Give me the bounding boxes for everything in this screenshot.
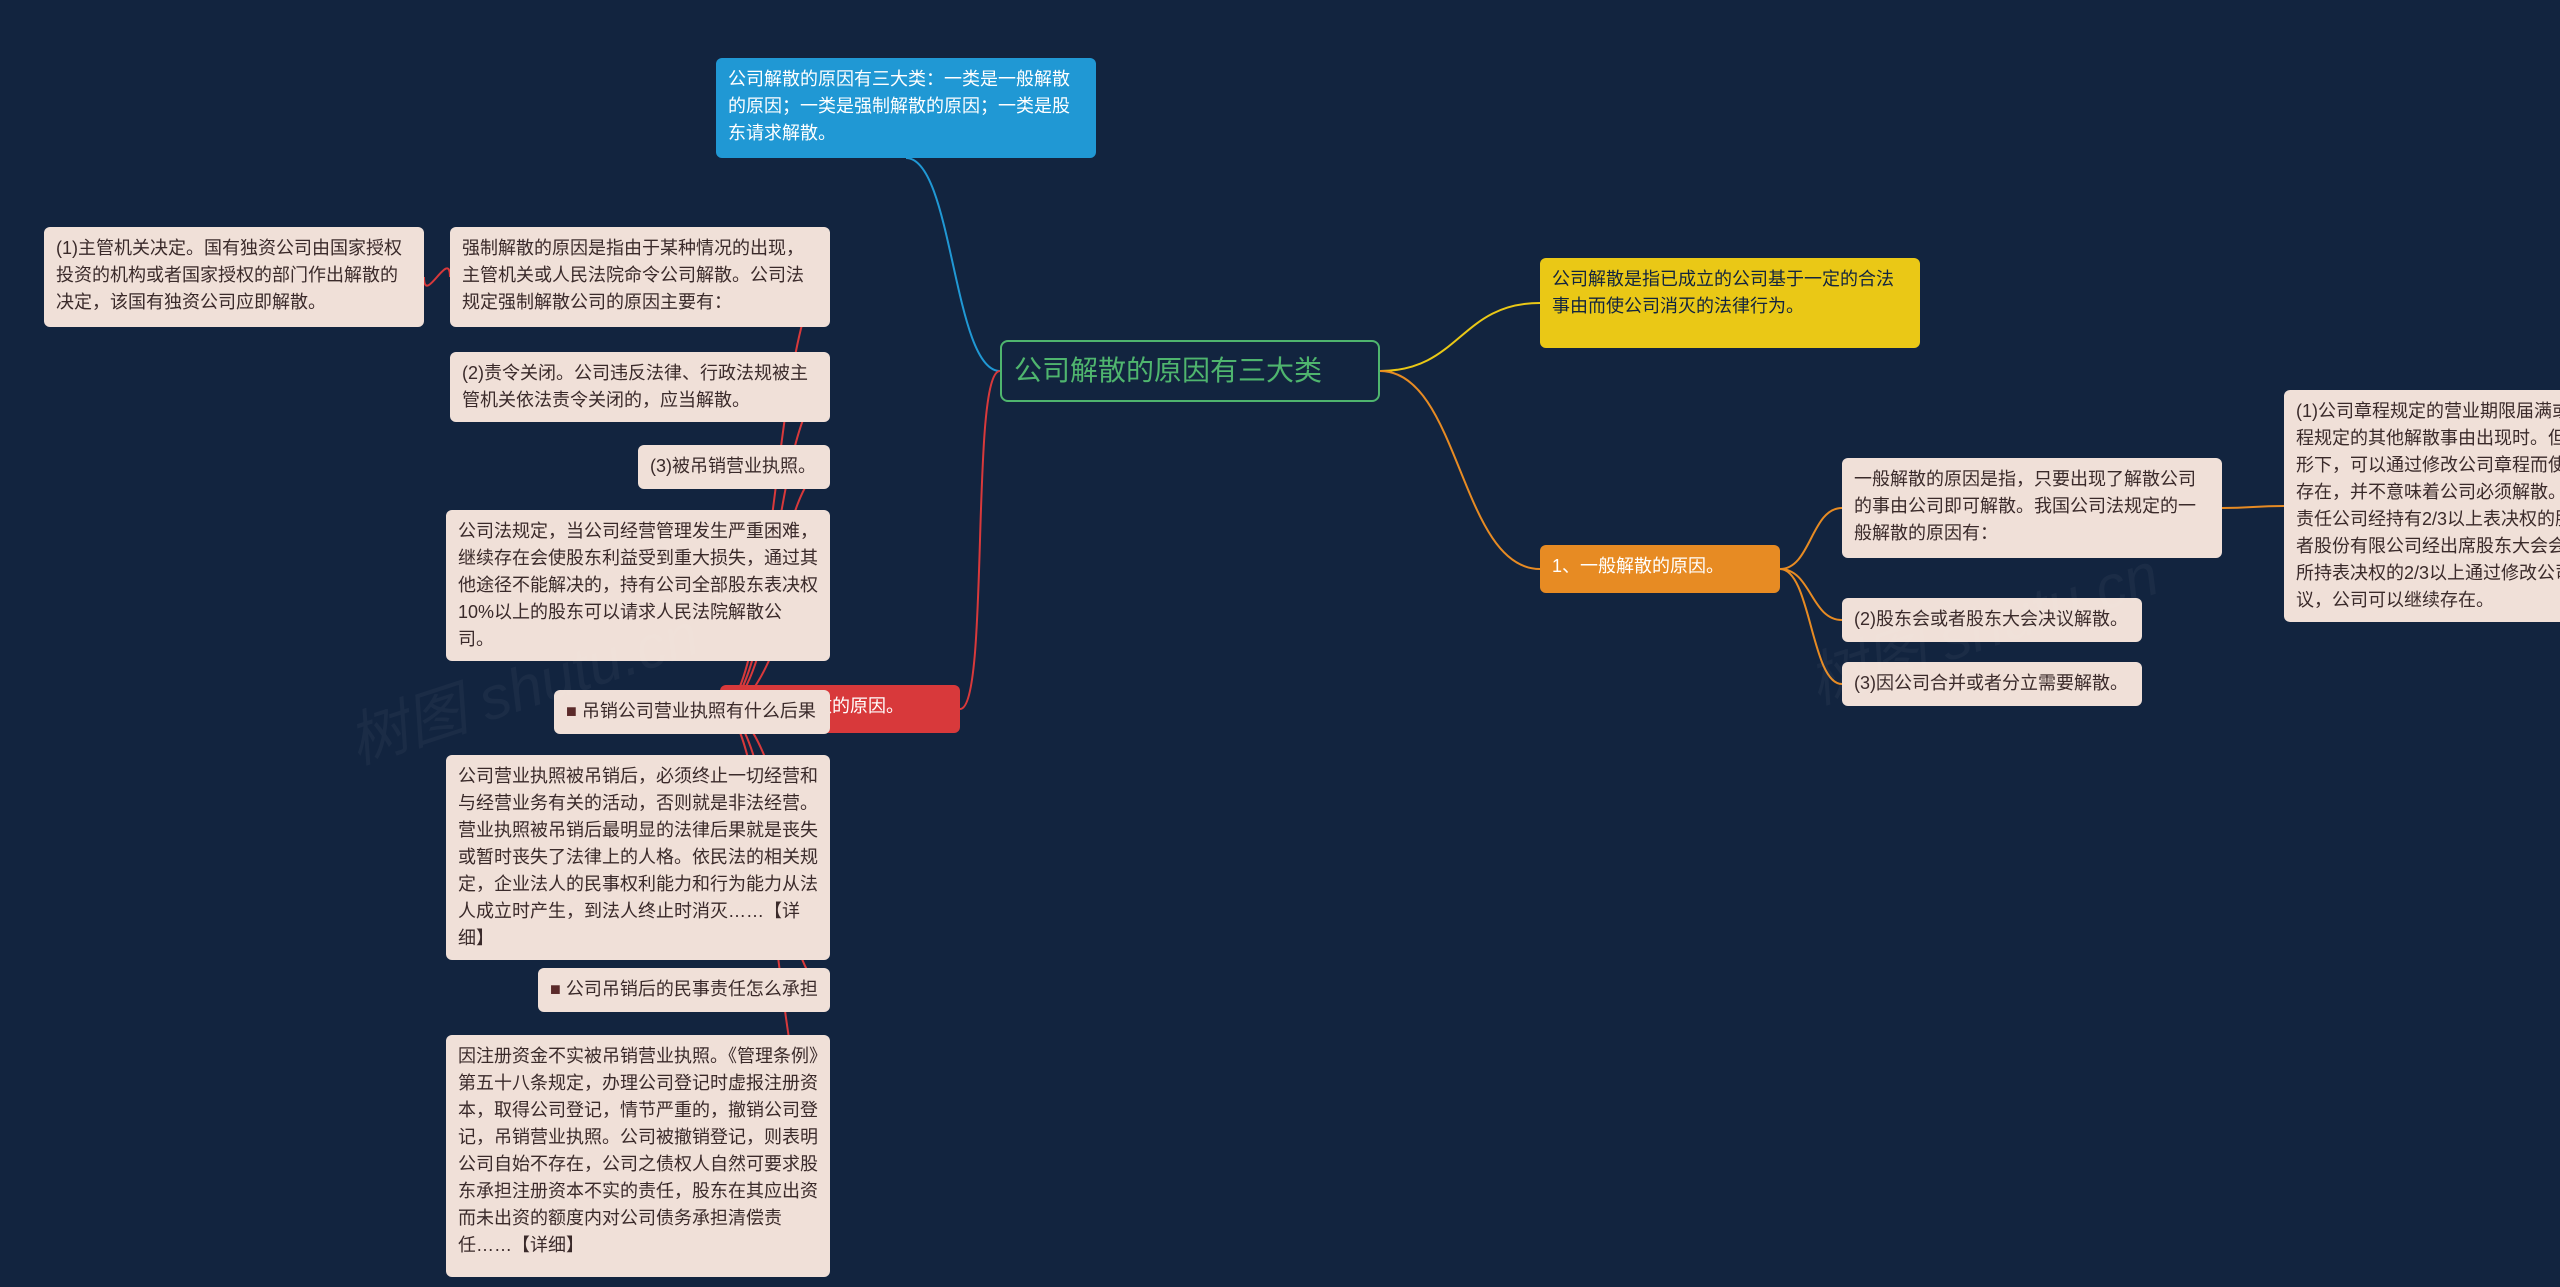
node-r0: 公司解散是指已成立的公司基于一定的合法事由而使公司消灭的法律行为。 bbox=[1540, 258, 1920, 348]
node-l0g: ■ 公司吊销后的民事责任怎么承担 bbox=[538, 968, 830, 1012]
node-l0d: 公司法规定，当公司经营管理发生严重困难，继续存在会使股东利益受到重大损失，通过其… bbox=[446, 510, 830, 661]
node-text: 公司法规定，当公司经营管理发生严重困难，继续存在会使股东利益受到重大损失，通过其… bbox=[458, 521, 818, 649]
node-text: 吊销公司营业执照有什么后果 bbox=[582, 701, 816, 721]
edge bbox=[424, 268, 450, 285]
edge bbox=[1780, 569, 1842, 620]
node-l0f: 公司营业执照被吊销后，必须终止一切经营和与经营业务有关的活动，否则就是非法经营。… bbox=[446, 755, 830, 960]
node-text: (2)股东会或者股东大会决议解散。 bbox=[1854, 609, 2128, 629]
node-intro: 公司解散的原因有三大类：一类是一般解散的原因；一类是强制解散的原因；一类是股东请… bbox=[716, 58, 1096, 158]
node-text: 1、一般解散的原因。 bbox=[1552, 556, 1724, 576]
node-text: (1)主管机关决定。国有独资公司由国家授权投资的机构或者国家授权的部门作出解散的… bbox=[56, 238, 402, 312]
edges-layer bbox=[0, 0, 2560, 1287]
node-text: 公司营业执照被吊销后，必须终止一切经营和与经营业务有关的活动，否则就是非法经营。… bbox=[458, 766, 818, 948]
edge bbox=[960, 371, 1000, 709]
node-text: 公司解散的原因有三大类 bbox=[1014, 355, 1322, 386]
node-r1b: (2)股东会或者股东大会决议解散。 bbox=[1842, 598, 2142, 642]
node-root: 公司解散的原因有三大类 bbox=[1000, 340, 1380, 402]
bullet-icon: ■ bbox=[566, 701, 582, 721]
node-l0h: 因注册资金不实被吊销营业执照。《管理条例》第五十八条规定，办理公司登记时虚报注册… bbox=[446, 1035, 830, 1277]
node-l0c: (3)被吊销营业执照。 bbox=[638, 445, 830, 489]
node-l0a1: (1)主管机关决定。国有独资公司由国家授权投资的机构或者国家授权的部门作出解散的… bbox=[44, 227, 424, 327]
node-l0a: 强制解散的原因是指由于某种情况的出现，主管机关或人民法院命令公司解散。公司法规定… bbox=[450, 227, 830, 327]
node-text: (3)因公司合并或者分立需要解散。 bbox=[1854, 673, 2128, 693]
bullet-icon: ■ bbox=[550, 979, 566, 999]
node-text: 公司吊销后的民事责任怎么承担 bbox=[566, 979, 818, 999]
node-l0e: ■ 吊销公司营业执照有什么后果 bbox=[554, 690, 830, 734]
node-r1: 1、一般解散的原因。 bbox=[1540, 545, 1780, 593]
edge bbox=[1780, 508, 1842, 569]
node-text: 公司解散的原因有三大类：一类是一般解散的原因；一类是强制解散的原因；一类是股东请… bbox=[728, 69, 1070, 143]
edge bbox=[1380, 371, 1540, 569]
mindmap-canvas: 公司解散的原因有三大类 公司解散的原因有三大类：一类是一般解散的原因；一类是强制解… bbox=[0, 0, 2560, 1287]
node-text: (3)被吊销营业执照。 bbox=[650, 456, 816, 476]
edge bbox=[2222, 506, 2284, 508]
edge bbox=[1380, 303, 1540, 371]
node-r1c: (3)因公司合并或者分立需要解散。 bbox=[1842, 662, 2142, 706]
edge bbox=[1780, 569, 1842, 684]
node-text: 强制解散的原因是指由于某种情况的出现，主管机关或人民法院命令公司解散。公司法规定… bbox=[462, 238, 804, 312]
node-r1a: 一般解散的原因是指，只要出现了解散公司的事由公司即可解散。我国公司法规定的一般解… bbox=[1842, 458, 2222, 558]
node-l0b: (2)责令关闭。公司违反法律、行政法规被主管机关依法责令关闭的，应当解散。 bbox=[450, 352, 830, 422]
node-r1a1: (1)公司章程规定的营业期限届满或者公司章程规定的其他解散事由出现时。但在此种情… bbox=[2284, 390, 2560, 622]
node-text: 一般解散的原因是指，只要出现了解散公司的事由公司即可解散。我国公司法规定的一般解… bbox=[1854, 469, 2196, 543]
node-text: 因注册资金不实被吊销营业执照。《管理条例》第五十八条规定，办理公司登记时虚报注册… bbox=[458, 1046, 818, 1255]
node-text: 公司解散是指已成立的公司基于一定的合法事由而使公司消灭的法律行为。 bbox=[1552, 269, 1894, 316]
edge bbox=[906, 158, 1000, 371]
node-text: (2)责令关闭。公司违反法律、行政法规被主管机关依法责令关闭的，应当解散。 bbox=[462, 363, 808, 410]
node-text: (1)公司章程规定的营业期限届满或者公司章程规定的其他解散事由出现时。但在此种情… bbox=[2296, 401, 2560, 610]
